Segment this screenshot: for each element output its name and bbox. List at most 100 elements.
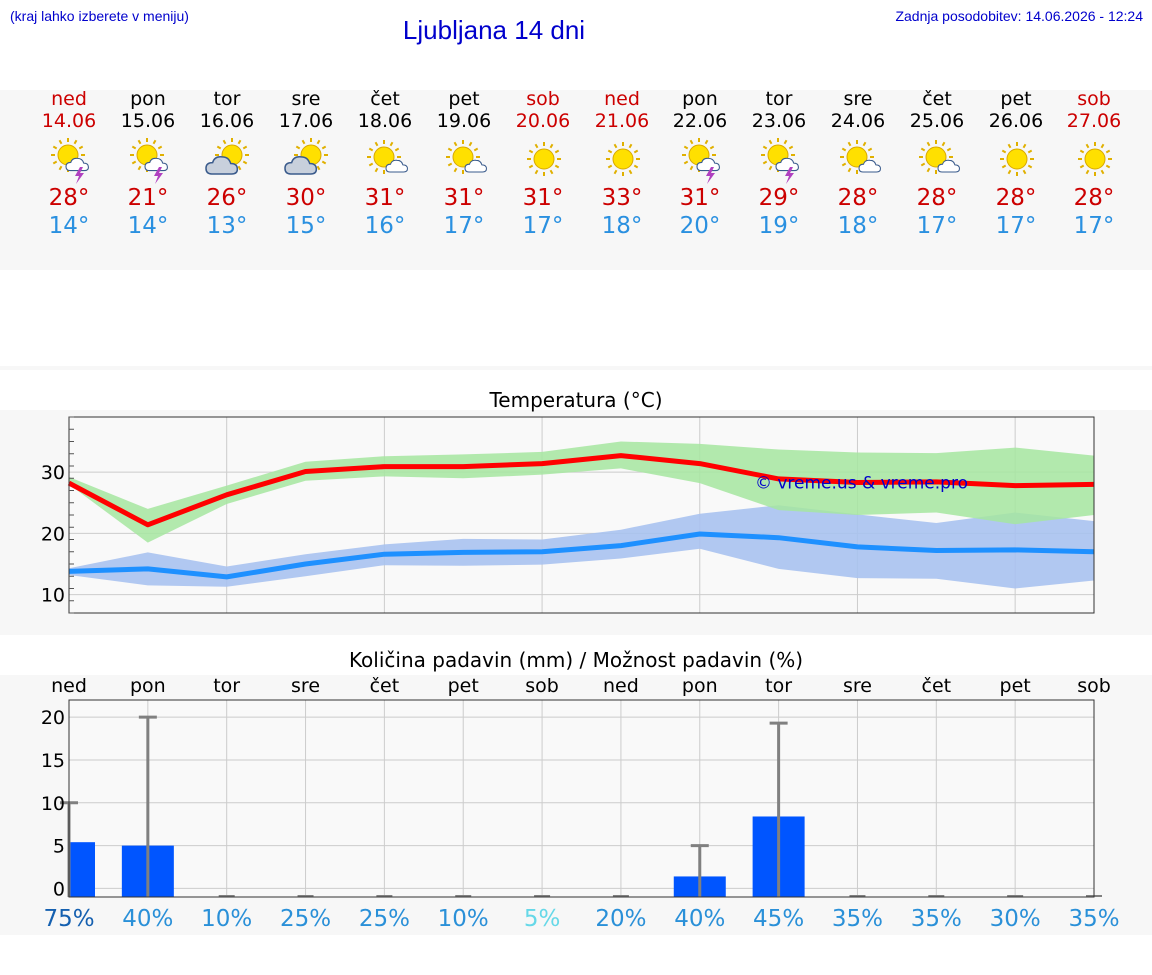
- sun-small-cloud-icon: [819, 132, 898, 184]
- max-temperature-range-band: [69, 441, 1094, 543]
- day-date: 23.06: [751, 110, 807, 132]
- section-divider: [0, 366, 1152, 370]
- precip-probability-label: 40%: [674, 906, 725, 932]
- day-column: pon 22.06 31° 20°: [661, 88, 740, 240]
- min-temperature: 15°: [285, 213, 327, 239]
- max-temperature: 29°: [758, 185, 800, 211]
- day-name: sre: [843, 88, 873, 110]
- x-category-label: ned: [603, 675, 639, 697]
- sun-small-cloud-icon: [425, 132, 504, 184]
- day-name: tor: [765, 88, 793, 110]
- x-category-label: čet: [922, 675, 952, 697]
- min-temperature-line: [68, 531, 1095, 580]
- precip-bar: [69, 842, 95, 897]
- y-tick-label: 15: [41, 750, 65, 772]
- max-temperature: 33°: [601, 185, 643, 211]
- day-column: sre 17.06 30° 15°: [267, 88, 346, 240]
- precip-probability-label: 20%: [595, 906, 646, 932]
- min-temperature: 16°: [364, 213, 406, 239]
- day-name: pet: [448, 88, 480, 110]
- sun-icon: [977, 132, 1056, 184]
- day-column: tor 16.06 26° 13°: [188, 88, 267, 240]
- min-temperature: 14°: [48, 213, 90, 239]
- day-date: 24.06: [830, 110, 886, 132]
- day-date: 22.06: [672, 110, 728, 132]
- day-column: pet 19.06 31° 17°: [425, 88, 504, 240]
- precip-probability-label: 10%: [201, 906, 252, 932]
- day-name: tor: [213, 88, 241, 110]
- max-temperature: 31°: [443, 185, 485, 211]
- max-temperature: 21°: [127, 185, 169, 211]
- max-temperature: 28°: [837, 185, 879, 211]
- day-name: sob: [526, 88, 560, 110]
- x-category-label: pet: [1000, 675, 1031, 697]
- precip-chart-title: Količina padavin (mm) / Možnost padavin …: [348, 648, 804, 672]
- sun-cloud-thunder-icon: [109, 132, 188, 184]
- precip-plot-frame: [68, 699, 1095, 898]
- max-temperature: 31°: [364, 185, 406, 211]
- precip-grid: [69, 700, 1094, 897]
- max-temperature: 30°: [285, 185, 327, 211]
- y-tick-label: 30: [41, 462, 65, 484]
- min-temperature: 17°: [522, 213, 564, 239]
- x-category-label: sob: [1077, 675, 1111, 697]
- day-column: ned 21.06 33° 18°: [583, 88, 662, 240]
- min-temperature: 18°: [837, 213, 879, 239]
- day-column: čet 18.06 31° 16°: [346, 88, 425, 240]
- day-date: 15.06: [120, 110, 176, 132]
- last-update: Zadnja posodobitev: 14.06.2026 - 12:24: [895, 8, 1143, 24]
- precip-probability-label: 35%: [832, 906, 883, 932]
- sun-cloud-thunder-icon: [740, 132, 819, 184]
- sun-cloudy-icon: [267, 132, 346, 184]
- forecast-background: [0, 90, 1152, 270]
- y-tick-label: 20: [41, 523, 65, 545]
- precip-probability-label: 40%: [122, 906, 173, 932]
- day-name: sob: [1077, 88, 1111, 110]
- precip-probability-label: 35%: [1068, 906, 1119, 932]
- day-date: 26.06: [988, 110, 1044, 132]
- day-name: pon: [682, 88, 718, 110]
- x-category-label: sob: [525, 675, 559, 697]
- min-temperature: 20°: [679, 213, 721, 239]
- sun-cloudy-icon: [188, 132, 267, 184]
- day-column: tor 23.06 29° 19°: [740, 88, 819, 240]
- day-date: 14.06: [41, 110, 97, 132]
- day-name: čet: [922, 88, 952, 110]
- min-temperature: 17°: [916, 213, 958, 239]
- page-title: Ljubljana 14 dni: [402, 15, 586, 45]
- day-column: sob 20.06 31° 17°: [504, 88, 583, 240]
- max-temperature: 31°: [679, 185, 721, 211]
- x-category-label: pet: [448, 675, 479, 697]
- x-category-label: pon: [682, 675, 718, 697]
- y-tick-label: 10: [41, 793, 65, 815]
- sun-icon: [583, 132, 662, 184]
- min-temperature: 18°: [601, 213, 643, 239]
- day-date: 27.06: [1066, 110, 1122, 132]
- min-temperature: 17°: [1073, 213, 1115, 239]
- max-temperature: 28°: [1073, 185, 1115, 211]
- precip-probability-label: 35%: [911, 906, 962, 932]
- min-temperature: 19°: [758, 213, 800, 239]
- x-category-label: sre: [291, 675, 320, 697]
- day-date: 16.06: [199, 110, 255, 132]
- day-date: 18.06: [357, 110, 413, 132]
- max-temperature: 28°: [916, 185, 958, 211]
- min-temperature: 13°: [206, 213, 248, 239]
- day-date: 21.06: [594, 110, 650, 132]
- precip-probability-label: 30%: [990, 906, 1041, 932]
- sun-cloud-thunder-icon: [661, 132, 740, 184]
- y-tick-label: 0: [53, 878, 65, 900]
- sun-small-cloud-icon: [346, 132, 425, 184]
- x-category-label: čet: [370, 675, 400, 697]
- precip-probability-label: 25%: [280, 906, 331, 932]
- x-category-label: sre: [843, 675, 872, 697]
- day-name: ned: [604, 88, 640, 110]
- x-category-label: ned: [51, 675, 87, 697]
- sun-icon: [504, 132, 583, 184]
- day-date: 19.06: [436, 110, 492, 132]
- precip-probability-label: 25%: [359, 906, 410, 932]
- day-column: sre 24.06 28° 18°: [819, 88, 898, 240]
- max-temperature: 28°: [48, 185, 90, 211]
